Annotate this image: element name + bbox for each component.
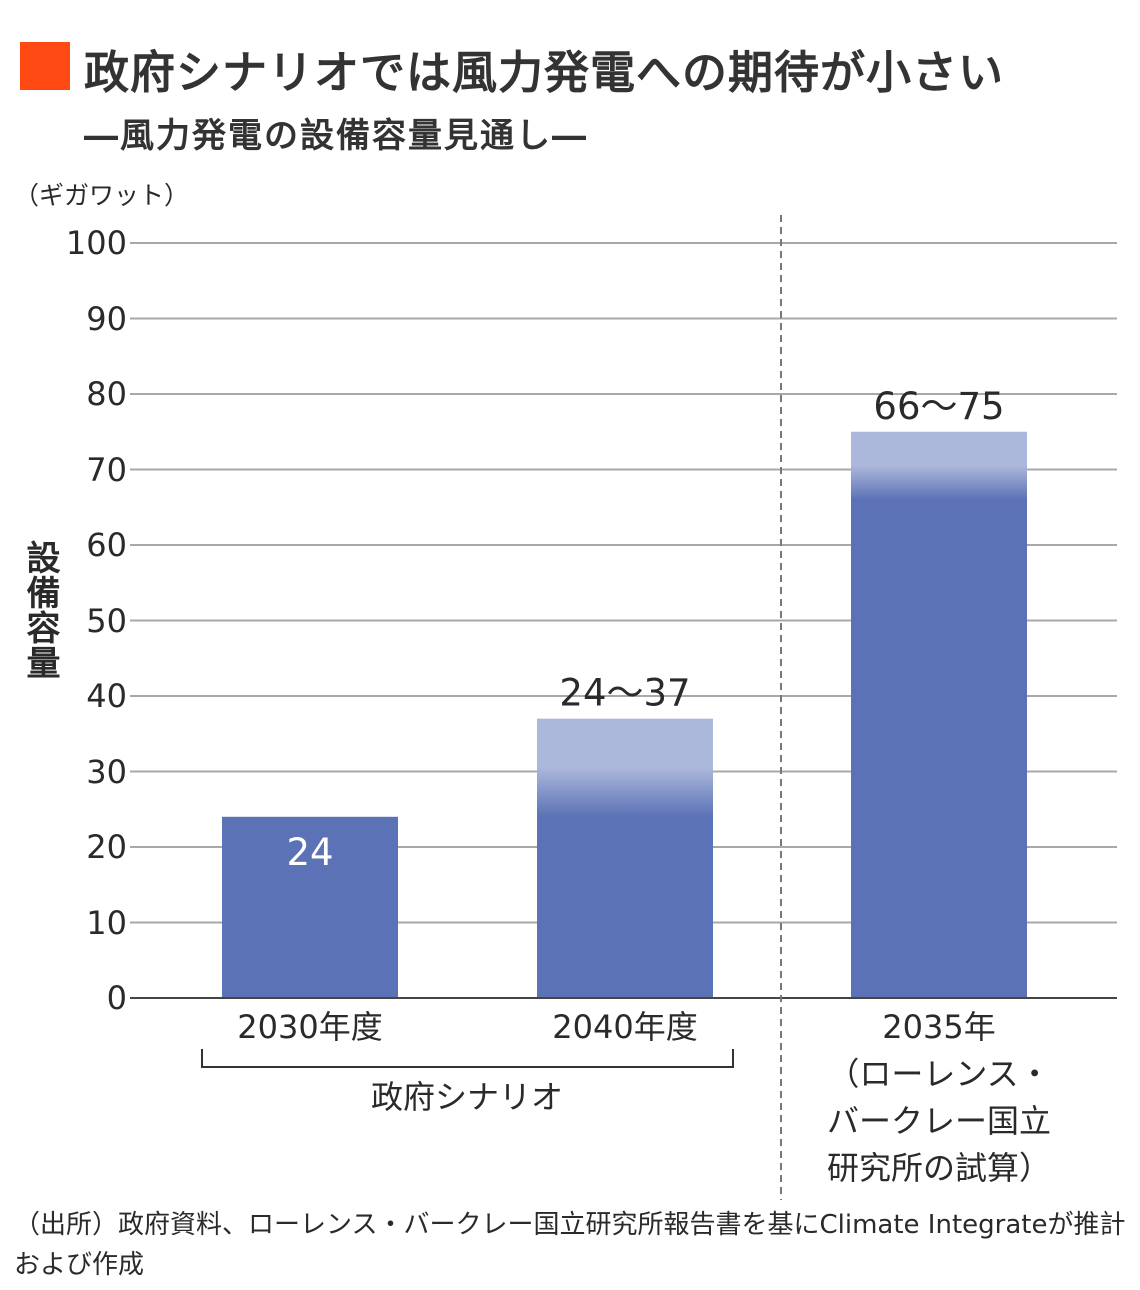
data-label: 24 [286, 831, 333, 874]
y-tick-label: 100 [65, 224, 127, 262]
x-label-line: バークレー国立 [826, 1102, 1052, 1140]
bar-range-segment [851, 431, 1027, 501]
group-bracket [201, 1049, 734, 1068]
x-label-line: 研究所の試算） [826, 1149, 1052, 1187]
x-label: 2030年度 [237, 1008, 383, 1046]
y-tick-label: 50 [86, 601, 127, 640]
bar [222, 816, 398, 998]
data-label: 24〜37 [559, 672, 690, 715]
y-tick-label: 30 [86, 752, 127, 791]
x-label-line: （ローレンス・ [827, 1055, 1051, 1093]
y-tick-label: 10 [86, 903, 127, 942]
y-tick-label: 40 [86, 677, 127, 715]
bar [537, 816, 713, 998]
y-tick-label: 0 [106, 979, 127, 1017]
chart-title: 政府シナリオでは風力発電への期待が小さい [84, 46, 1005, 99]
y-axis-label: 設備容量 [20, 540, 60, 680]
bar-range-segment [537, 718, 713, 818]
y-tick-label: 60 [86, 526, 127, 564]
data-label: 66〜75 [873, 385, 1004, 428]
y-tick-label: 80 [86, 375, 127, 413]
title-accent-square [20, 42, 70, 90]
y-axis-unit: （ギガワット） [14, 181, 190, 210]
y-tick-label: 20 [86, 828, 127, 866]
y-tick-label: 90 [86, 299, 127, 338]
y-tick-label: 70 [86, 450, 127, 489]
x-label: 2040年度 [552, 1008, 698, 1046]
bar [851, 499, 1027, 998]
chart-subtitle: ―風力発電の設備容量見通し― [84, 116, 588, 156]
group-label: 政府シナリオ [370, 1078, 564, 1116]
x-label-line: 2035年 [882, 1008, 996, 1046]
source-note: （出所）政府資料、ローレンス・バークレー国立研究所報告書を基にClimate I… [14, 1210, 1126, 1280]
